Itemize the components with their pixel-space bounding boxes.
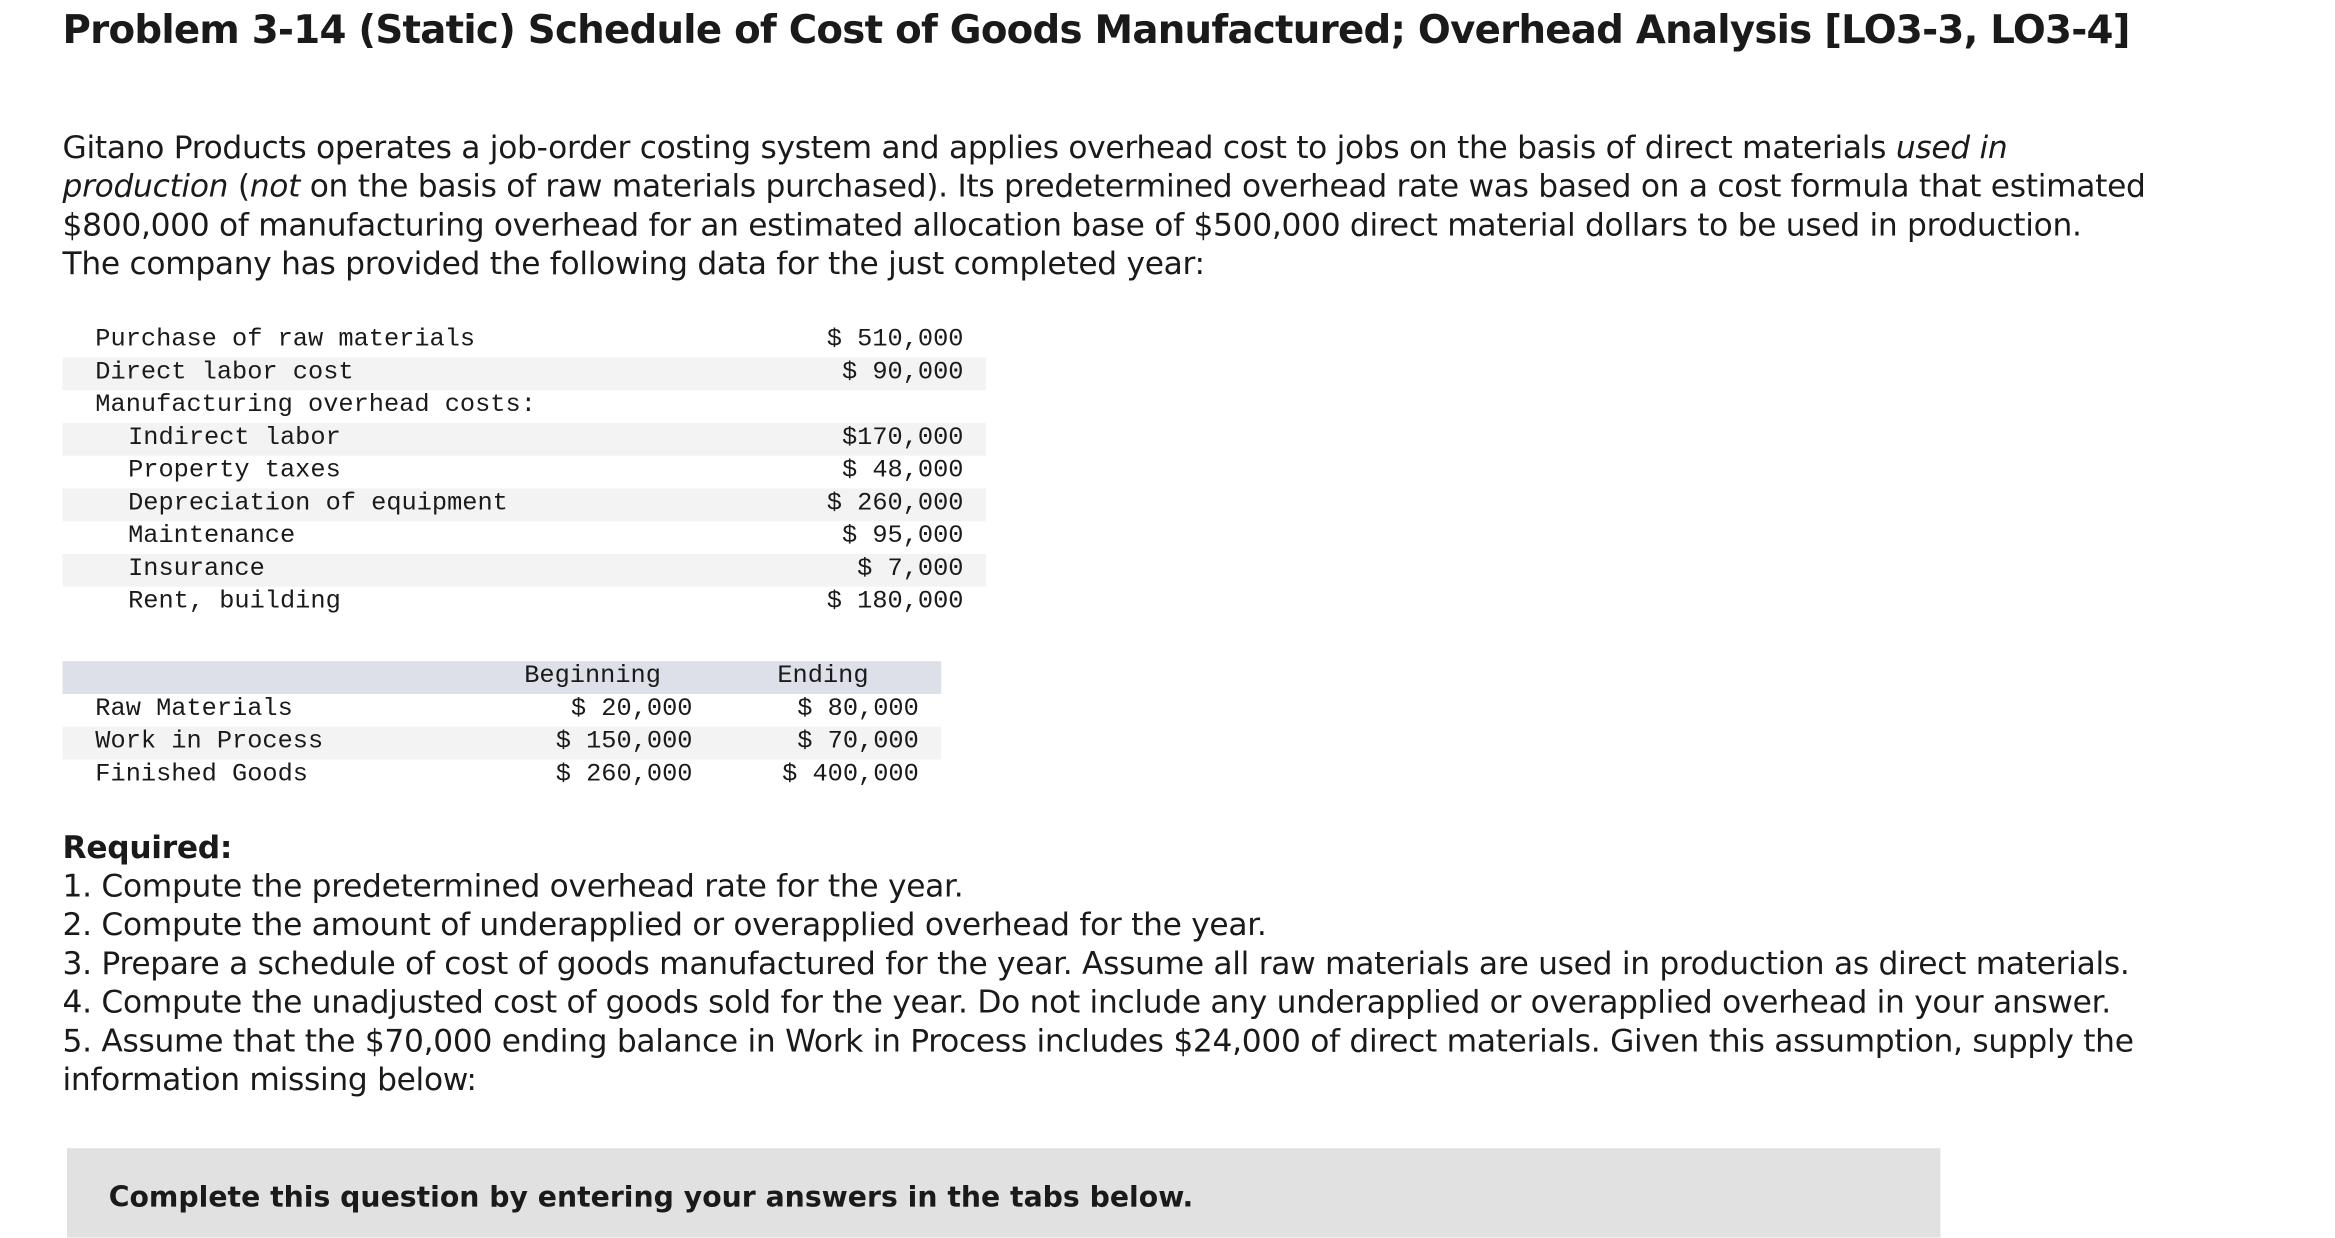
title: Problem 3-14 (Static) Schedule of Cost o…: [62, 8, 2131, 54]
instructions-box: Complete this question by entering your …: [67, 1148, 1941, 1238]
row-value: $170,000: [841, 424, 964, 453]
table-row: Direct labor cost $ 90,000: [62, 357, 986, 391]
row-value: $ 150,000: [555, 728, 693, 757]
table-row: Finished Goods $ 260,000 $ 400,000: [63, 759, 942, 792]
row-value: $ 510,000: [826, 326, 964, 355]
table-row: Insurance $ 7,000: [62, 553, 986, 587]
row-label: Rent, building: [128, 588, 341, 617]
row-value: $ 260,000: [555, 760, 693, 790]
required-item: 3. Prepare a schedule of cost of goods m…: [62, 945, 2130, 982]
row-label: Insurance: [128, 555, 265, 584]
intro-emphasis: used in production: [62, 129, 2008, 205]
required-item: 1. Compute the predetermined overhead ra…: [62, 868, 964, 904]
table-row: Purchase of raw materials $ 510,000: [63, 325, 986, 358]
intro-text: Gitano Products operates a job-order cos…: [62, 129, 1896, 166]
row-label: Direct labor cost: [95, 358, 354, 388]
intro-emphasis: not: [249, 168, 301, 205]
row-value: $ 70,000: [797, 728, 919, 757]
row-value: $ 48,000: [841, 457, 964, 486]
table-row: Work in Process $ 150,000 $ 70,000: [62, 726, 942, 760]
row-label: Purchase of raw materials: [95, 326, 476, 355]
row-label: Manufacturing overhead costs:: [95, 391, 536, 420]
table-row: Raw Materials $ 20,000 $ 80,000: [63, 694, 942, 727]
table-row: Maintenance $ 95,000: [63, 521, 986, 554]
required-item: 5. Assume that the $70,000 ending balanc…: [62, 1023, 2134, 1098]
row-value: $ 7,000: [857, 555, 964, 584]
table-header: Beginning Ending: [62, 661, 942, 694]
row-label: Property taxes: [128, 457, 341, 486]
required-title: Required:: [62, 829, 233, 866]
instructions-text: Complete this question by entering your …: [108, 1180, 1194, 1214]
row-label: Work in Process: [95, 728, 324, 757]
row-label: Maintenance: [128, 522, 296, 552]
row-value: $ 95,000: [841, 522, 964, 552]
required-section: Required: 1. Compute the predetermined o…: [63, 828, 2178, 1099]
row-value: $ 80,000: [797, 695, 919, 724]
row-label: Indirect labor: [128, 424, 341, 453]
required-item: 4. Compute the unadjusted cost of goods …: [62, 984, 2112, 1021]
row-value: $ 400,000: [782, 760, 919, 790]
table-row: Manufacturing overhead costs:: [63, 390, 986, 423]
required-item: 2. Compute the amount of underapplied or…: [62, 906, 1267, 943]
table-row: Depreciation of equipment $ 260,000: [62, 488, 986, 522]
row-value: $ 90,000: [841, 358, 964, 388]
required-list: 1. Compute the predetermined overhead ra…: [63, 867, 2178, 1099]
row-label: Finished Goods: [95, 760, 309, 790]
row-value: $ 20,000: [570, 695, 693, 724]
table-row: Indirect labor $170,000: [62, 422, 986, 456]
column-header: Beginning: [524, 662, 661, 691]
row-value: $ 180,000: [826, 588, 964, 617]
row-label: Depreciation of equipment: [128, 489, 508, 519]
column-header: Ending: [777, 662, 869, 691]
table-row: Property taxes $ 48,000: [63, 456, 986, 489]
intro-paragraph: Gitano Products operates a job-order cos…: [63, 128, 2148, 283]
intro-text: on the basis of raw materials purchased)…: [62, 168, 2146, 282]
row-value: $ 260,000: [826, 489, 964, 519]
table-row: Rent, building $ 180,000: [63, 587, 986, 620]
intro-text: (: [228, 168, 250, 205]
row-label: Raw Materials: [95, 695, 293, 724]
